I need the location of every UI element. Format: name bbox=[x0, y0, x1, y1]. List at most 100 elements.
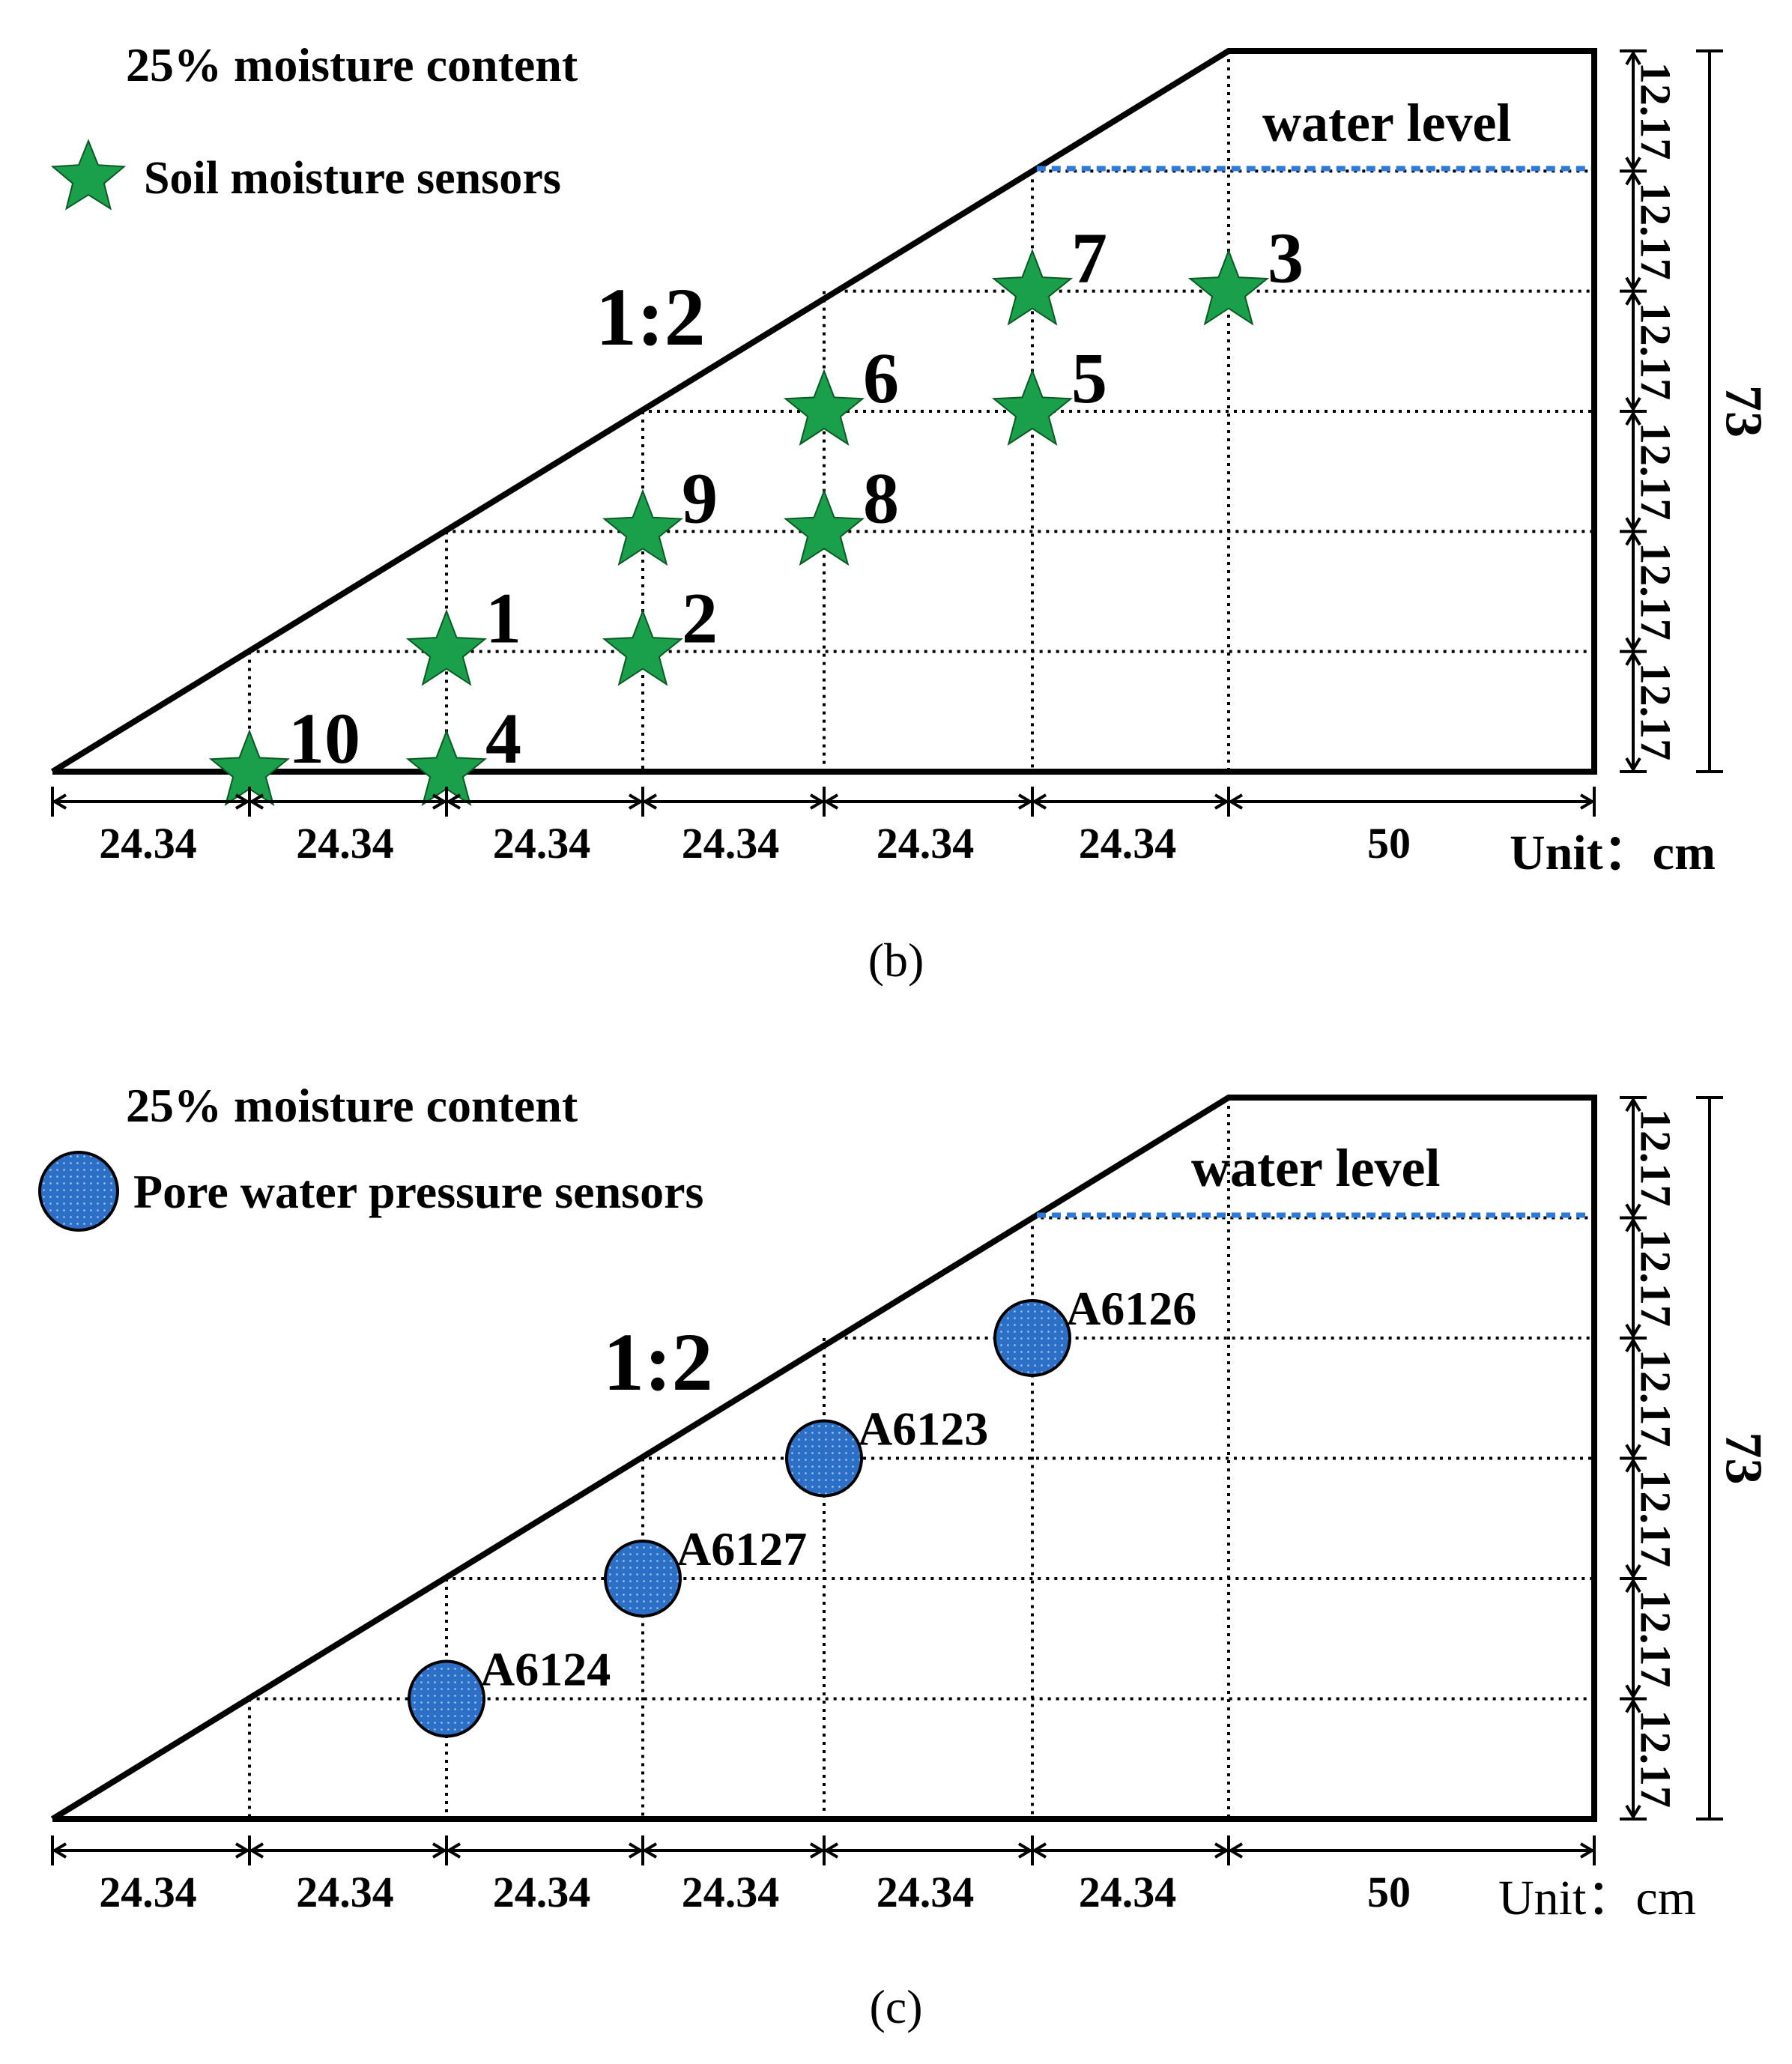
water-level-label: water level bbox=[1262, 93, 1512, 153]
slope-ratio-label: 1:2 bbox=[603, 1316, 713, 1408]
arrow-head bbox=[1625, 170, 1641, 186]
arrow-head bbox=[809, 1842, 825, 1859]
star-icon bbox=[783, 488, 865, 566]
dotted-circle-icon bbox=[993, 1299, 1071, 1377]
arrow-head bbox=[1625, 50, 1641, 66]
star-icon bbox=[991, 248, 1074, 326]
caption-c: (c) bbox=[869, 1980, 922, 2033]
slope-ratio-label: 1:2 bbox=[596, 271, 706, 363]
arrow-head bbox=[1625, 1804, 1641, 1820]
height-segment-label: 12.17 bbox=[1632, 1349, 1680, 1447]
arrow-head bbox=[446, 793, 461, 810]
arrow-head bbox=[1017, 793, 1033, 810]
height-segment-label: 12.17 bbox=[1632, 62, 1680, 160]
sensor-label: 9 bbox=[682, 458, 718, 538]
arrow-head bbox=[1625, 1457, 1641, 1473]
dotted-circle-icon bbox=[408, 1659, 485, 1738]
arrow-head bbox=[628, 793, 644, 810]
height-dimension: 12.17 12.17 12.17 12.17 12.17 12.17 73 bbox=[1620, 1096, 1773, 1821]
arrow-head bbox=[1625, 517, 1641, 533]
arrow-head bbox=[642, 793, 658, 810]
unit-label: Unit：cm bbox=[1498, 1871, 1696, 1925]
sensor-label: 5 bbox=[1071, 338, 1107, 418]
arrow-head bbox=[1214, 793, 1229, 810]
width-segment-label: 24.34 bbox=[296, 1868, 394, 1916]
width-segment-label: 24.34 bbox=[682, 819, 780, 868]
panel-b: 25% moisture content Soil moisture senso… bbox=[50, 38, 1773, 987]
sensor-label: 8 bbox=[863, 458, 899, 538]
height-total-label: 73 bbox=[1715, 1432, 1773, 1485]
arrow-head bbox=[432, 1842, 447, 1859]
arrow-head bbox=[1625, 411, 1641, 426]
dotted-circle-icon bbox=[785, 1419, 863, 1498]
height-segment-label: 12.17 bbox=[1632, 1710, 1680, 1809]
width-segment-label: 24.34 bbox=[99, 819, 197, 868]
arrow-head bbox=[1625, 757, 1641, 772]
height-segment-label: 12.17 bbox=[1632, 1109, 1680, 1207]
arrow-head bbox=[1625, 276, 1641, 292]
star-icon bbox=[602, 608, 684, 686]
arrow-head bbox=[1625, 1564, 1641, 1579]
arrow-head bbox=[1625, 1698, 1641, 1713]
arrow-head bbox=[1579, 1842, 1595, 1859]
arrow-head bbox=[823, 793, 839, 810]
arrow-head bbox=[1017, 1842, 1033, 1859]
width-segment-label: 50 bbox=[1367, 1868, 1411, 1916]
arrow-head bbox=[1228, 793, 1244, 810]
slope-outline bbox=[50, 48, 1597, 775]
height-dimension: 12.17 12.17 12.17 12.17 12.17 12.17 73 bbox=[1620, 49, 1773, 773]
panel-c: 25% moisture content Pore water pressure… bbox=[38, 1079, 1773, 2033]
arrow-head bbox=[1625, 650, 1641, 666]
star-icon bbox=[783, 369, 865, 446]
width-segment-label: 24.34 bbox=[493, 819, 591, 868]
arrow-head bbox=[1032, 1842, 1047, 1859]
arrow-head bbox=[1625, 157, 1641, 172]
sensor-legend-label: Soil moisture sensors bbox=[144, 153, 561, 204]
height-segment-label: 12.17 bbox=[1632, 1229, 1680, 1328]
arrow-head bbox=[1032, 793, 1047, 810]
dotted-circle-icon bbox=[38, 1151, 119, 1232]
width-dimension: 24.34 24.34 24.34 24.34 24.34 24.34 50 bbox=[51, 787, 1596, 868]
arrow-head bbox=[1625, 1203, 1641, 1219]
moisture-label: 25% moisture content bbox=[126, 1079, 578, 1132]
height-segment-label: 12.17 bbox=[1632, 542, 1680, 641]
arrow-head bbox=[234, 793, 250, 810]
height-segment-label: 12.17 bbox=[1632, 663, 1680, 761]
height-segment-label: 12.17 bbox=[1632, 1470, 1680, 1568]
width-segment-label: 24.34 bbox=[296, 819, 394, 868]
arrow-head bbox=[1625, 1337, 1641, 1353]
star-icon bbox=[1187, 248, 1270, 326]
width-segment-label: 24.34 bbox=[1079, 819, 1177, 868]
width-segment-label: 24.34 bbox=[877, 1868, 975, 1916]
arrow-head bbox=[1625, 1684, 1641, 1700]
sensor-label: A6126 bbox=[1066, 1282, 1196, 1335]
sensor-label: 6 bbox=[863, 338, 899, 418]
arrow-head bbox=[249, 793, 264, 810]
star-icon bbox=[405, 608, 488, 686]
water-level-label: water level bbox=[1191, 1138, 1441, 1198]
arrow-head bbox=[1214, 1842, 1229, 1859]
arrow-head bbox=[642, 1842, 658, 1859]
unit-label: Unit：cm bbox=[1510, 826, 1716, 880]
height-segment-label: 12.17 bbox=[1632, 303, 1680, 401]
height-total-label: 73 bbox=[1715, 385, 1773, 438]
dotted-circle-icon bbox=[604, 1540, 682, 1617]
height-segment-label: 12.17 bbox=[1632, 423, 1680, 521]
arrow-head bbox=[628, 1842, 644, 1859]
sensor-legend-label: Pore water pressure sensors bbox=[133, 1165, 703, 1218]
sensor-markers: A6124 A6127 A6123 A6126 bbox=[408, 1282, 1196, 1738]
width-dimension: 24.34 24.34 24.34 24.34 24.34 24.34 50 bbox=[51, 1835, 1596, 1916]
slope-outline bbox=[50, 1095, 1597, 1822]
arrow-head bbox=[1625, 290, 1641, 306]
sensor-label: 3 bbox=[1268, 218, 1304, 298]
arrow-head bbox=[1625, 1217, 1641, 1232]
star-icon bbox=[602, 488, 684, 566]
arrow-head bbox=[1625, 1097, 1641, 1113]
sensor-label: 1 bbox=[485, 578, 521, 659]
width-segment-label: 24.34 bbox=[493, 1868, 591, 1916]
moisture-label: 25% moisture content bbox=[126, 38, 578, 91]
width-segment-label: 24.34 bbox=[1079, 1868, 1177, 1916]
arrow-head bbox=[52, 793, 67, 810]
width-segment-label: 24.34 bbox=[877, 819, 975, 868]
arrow-head bbox=[1228, 1842, 1244, 1859]
